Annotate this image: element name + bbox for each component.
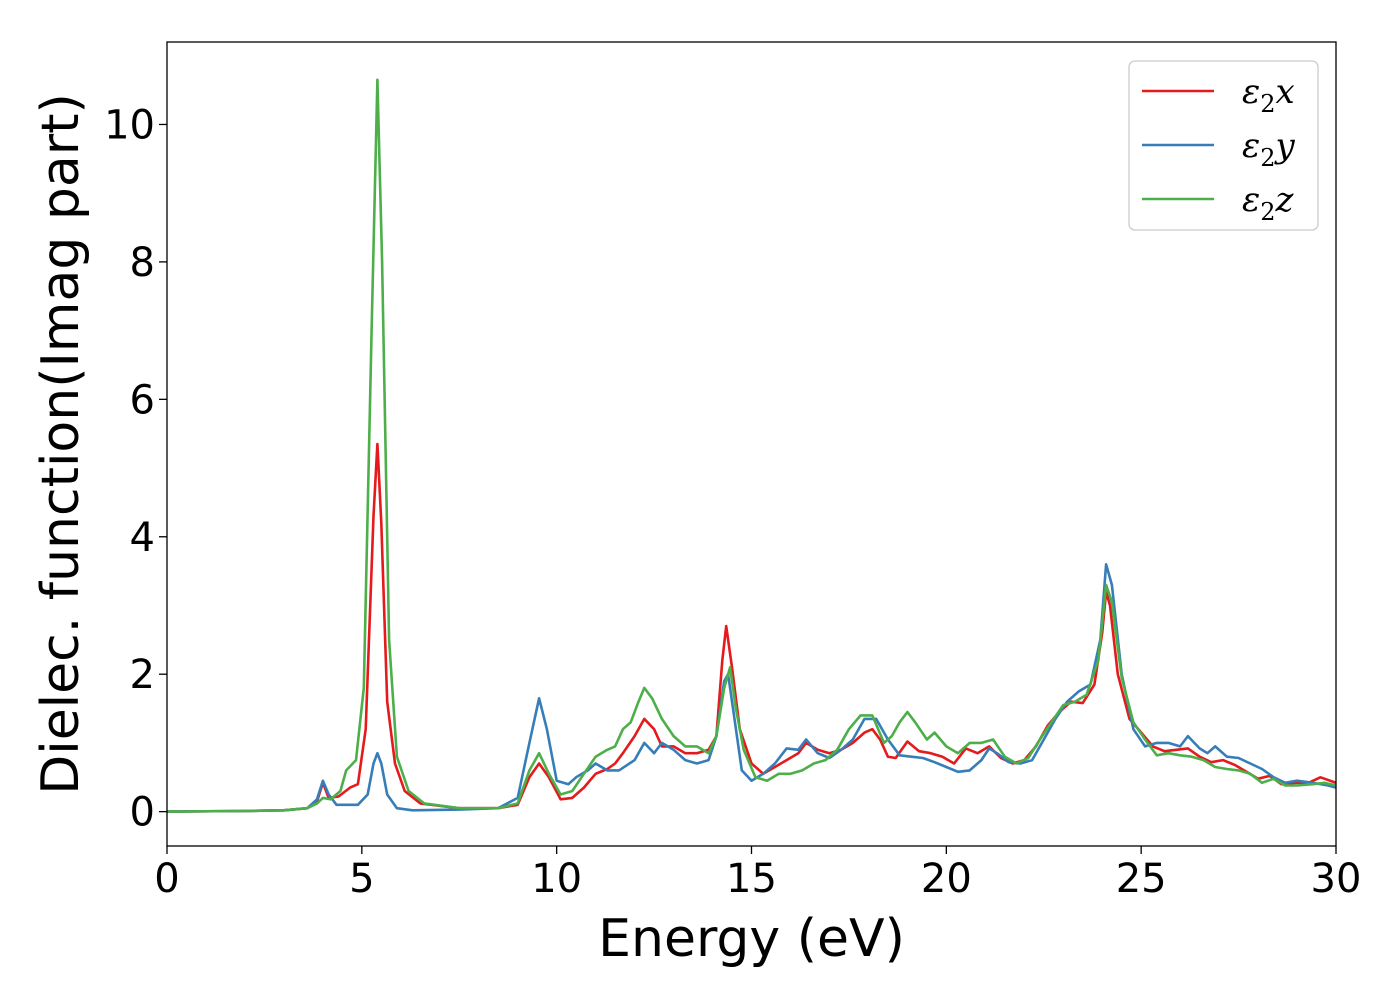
y-tick-label: 4 (130, 515, 155, 561)
x-tick-label: 5 (349, 856, 374, 902)
y-tick-label: 6 (130, 377, 155, 423)
series-line-x (167, 442, 1336, 813)
x-tick-label: 20 (921, 856, 972, 902)
legend-label: ε2y (1242, 126, 1296, 172)
x-tick-label: 10 (531, 856, 582, 902)
y-tick-label: 8 (130, 240, 155, 286)
legend-box (1128, 60, 1319, 231)
y-tick-label: 10 (104, 102, 155, 148)
legend-label: ε2z (1242, 180, 1295, 226)
y-axis-title: Dielec. function(Imag part) (31, 93, 91, 795)
x-tick-label: 15 (726, 856, 777, 902)
x-tick-label: 0 (154, 856, 179, 902)
legend-label: ε2x (1242, 72, 1295, 118)
y-tick-label: 0 (130, 790, 155, 836)
x-tick-label: 25 (1116, 856, 1167, 902)
x-tick-label: 30 (1311, 856, 1362, 902)
x-axis-ticks: 0 5 10 15 20 25 30 (154, 846, 1361, 902)
x-axis-title: Energy (eV) (598, 909, 905, 969)
y-axis-ticks: 0 2 4 6 8 10 (104, 102, 167, 836)
series-line-z (167, 78, 1336, 813)
y-tick-label: 2 (130, 652, 155, 698)
series-layer (167, 78, 1336, 813)
series-line-y (167, 563, 1336, 813)
legend: ε2x ε2y ε2z (1128, 60, 1319, 231)
